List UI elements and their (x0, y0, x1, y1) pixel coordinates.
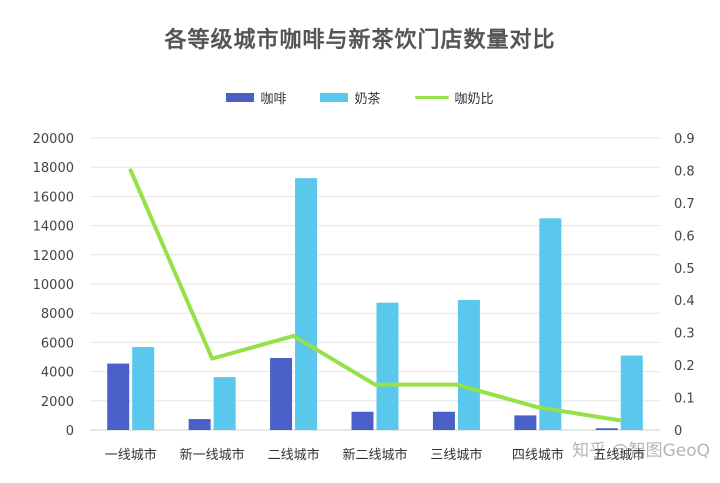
y-right-tick-label: 0.1 (674, 392, 695, 407)
bar-coffee (595, 428, 618, 430)
legend-label-ratio: 咖奶比 (454, 92, 494, 107)
bar-milk-tea (132, 347, 155, 430)
bar-milk-tea (295, 178, 318, 430)
grid-lines (90, 137, 660, 431)
legend-item-milk-tea: 奶茶 (320, 88, 381, 107)
bar-milk-tea (376, 302, 399, 430)
y-right-tick-label: 0.5 (674, 262, 695, 277)
x-tick-label: 新一线城市 (180, 447, 245, 463)
y-right-tick-label: 0.2 (674, 359, 695, 374)
ratio-point (454, 382, 459, 387)
y-left-tick-label: 18000 (33, 161, 74, 176)
x-tick-label: 新二线城市 (342, 447, 407, 463)
y-left-tick-label: 16000 (33, 190, 74, 205)
bar-milk-tea (457, 300, 480, 430)
axis-labels: 0 2000 4000 6000 8000 10000 12000 14000 16000 180… (33, 132, 695, 463)
ratio-line-layer (128, 168, 622, 423)
bar-milk-tea (213, 377, 236, 430)
y-right-tick-label: 0 (674, 424, 682, 439)
bar-coffee (107, 363, 130, 430)
bar-milk-tea (539, 218, 562, 430)
y-left-tick-label: 14000 (33, 220, 74, 235)
ratio-point (291, 333, 296, 338)
x-tick-label: 四线城市 (512, 447, 564, 463)
ratio-point (128, 168, 133, 173)
bar-coffee (432, 411, 455, 430)
y-right-tick-label: 0.9 (674, 132, 695, 147)
x-tick-label: 三线城市 (430, 447, 482, 463)
y-right-tick-label: 0.7 (674, 197, 695, 212)
y-left-tick-label: 10000 (33, 278, 74, 293)
ratio-point (535, 405, 540, 410)
x-tick-label: 一线城市 (105, 447, 157, 463)
legend-swatch-milk-tea (320, 93, 349, 102)
bar-coffee (270, 358, 293, 430)
bar-coffee (514, 415, 537, 430)
bars (107, 178, 643, 430)
y-left-tick-label: 0 (66, 424, 74, 439)
x-tick-label: 五线城市 (593, 447, 645, 463)
bar-coffee (188, 419, 211, 430)
y-right-tick-label: 0.6 (674, 229, 695, 244)
y-left-tick-label: 4000 (41, 366, 74, 381)
bar-coffee (351, 411, 374, 430)
watermark: 知乎 @智图GeoQ (572, 441, 710, 461)
legend-swatch-coffee (226, 93, 255, 102)
x-tick-label: 二线城市 (268, 447, 320, 463)
legend: 咖啡 奶茶 咖奶比 (0, 88, 720, 107)
y-right-tick-label: 0.4 (674, 294, 695, 309)
chart-title: 各等级城市咖啡与新茶饮门店数量对比 (164, 28, 556, 53)
y-left-tick-label: 6000 (41, 336, 74, 351)
y-left-tick-label: 20000 (33, 132, 74, 147)
bar-milk-tea (620, 355, 643, 430)
legend-item-ratio: 咖奶比 (414, 88, 494, 107)
ratio-point (373, 382, 377, 387)
ratio-point (210, 356, 215, 361)
y-left-tick-label: 2000 (41, 395, 74, 410)
legend-item-coffee: 咖啡 (226, 88, 286, 107)
legend-label-coffee: 咖啡 (260, 92, 287, 107)
y-right-tick-label: 0.8 (674, 164, 695, 179)
y-left-tick-label: 8000 (41, 307, 74, 322)
y-right-tick-label: 0.3 (674, 327, 695, 342)
ratio-point (617, 418, 622, 423)
legend-swatch-ratio (414, 96, 449, 99)
legend-label-milk-tea: 奶茶 (354, 92, 381, 107)
y-left-tick-label: 12000 (33, 249, 74, 264)
